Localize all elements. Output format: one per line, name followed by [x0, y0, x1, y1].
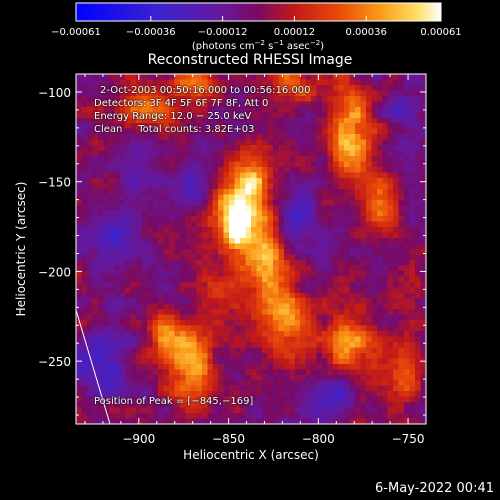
colorbar-tick-label: 0.00012 [274, 27, 315, 38]
annotation-energy-range: Energy Range: 12.0 − 25.0 keV [94, 111, 252, 122]
annotation-clean-counts: Clean Total counts: 3.82E+03 [94, 124, 255, 135]
x-tick-label: −750 [392, 432, 425, 446]
x-axis-label: Heliocentric X (arcsec) [183, 448, 319, 462]
axes: −900 −850 −800 −750 −100 −150 −200 −250 [38, 73, 427, 446]
colorbar: −0.00061 −0.00036 −0.00012 0.00012 0.00036 0.… [51, 2, 462, 52]
limb-line [76, 309, 111, 424]
colorbar-units-part: ) [320, 41, 324, 52]
colorbar-units-part: −2 [255, 39, 265, 47]
colorbar-units-part: s [265, 41, 273, 52]
colorbar-units-part: −1 [273, 39, 283, 47]
chart-title: Reconstructed RHESSI Image [147, 52, 353, 68]
colorbar-tick-label: −0.00061 [51, 27, 101, 38]
x-tick-label: −900 [122, 432, 155, 446]
colorbar-units-label: (photons cm−2 s−1 asec−2) [192, 39, 324, 52]
annotation-peak-position: Position of Peak = [−845,−169] [94, 396, 254, 407]
plot-frame [75, 73, 427, 425]
x-tick-label: −850 [212, 432, 245, 446]
colorbar-units-part: −2 [310, 39, 320, 47]
colorbar-tick-label: 0.00036 [346, 27, 387, 38]
colorbar-units-part: (photons cm [192, 41, 255, 52]
y-tick-label: −250 [38, 355, 71, 369]
y-axis-label: Heliocentric Y (arcsec) [14, 182, 28, 317]
y-tick-label: −200 [38, 265, 71, 279]
colorbar-ticks: −0.00061 −0.00036 −0.00012 0.00012 0.00036 0.… [51, 16, 462, 38]
y-tick-label: −100 [38, 86, 71, 100]
x-tick-label: −800 [302, 432, 335, 446]
annotation-detectors: Detectors: 3F 4F 5F 6F 7F 8F, Att 0 [94, 98, 269, 109]
colorbar-tick-label: 0.00061 [420, 27, 461, 38]
annotation-time-range: 2-Oct-2003 00:50:16.000 to 00:56:16.000 [100, 85, 311, 96]
footer-date: 6-May-2022 00:41 [375, 481, 494, 496]
colorbar-gradient [75, 2, 442, 22]
y-tick-label: −150 [38, 176, 71, 190]
colorbar-tick-label: −0.00036 [126, 27, 176, 38]
colorbar-units-part: asec [284, 41, 310, 52]
colorbar-tick-label: −0.00012 [198, 27, 248, 38]
heatmap-image [76, 74, 426, 424]
